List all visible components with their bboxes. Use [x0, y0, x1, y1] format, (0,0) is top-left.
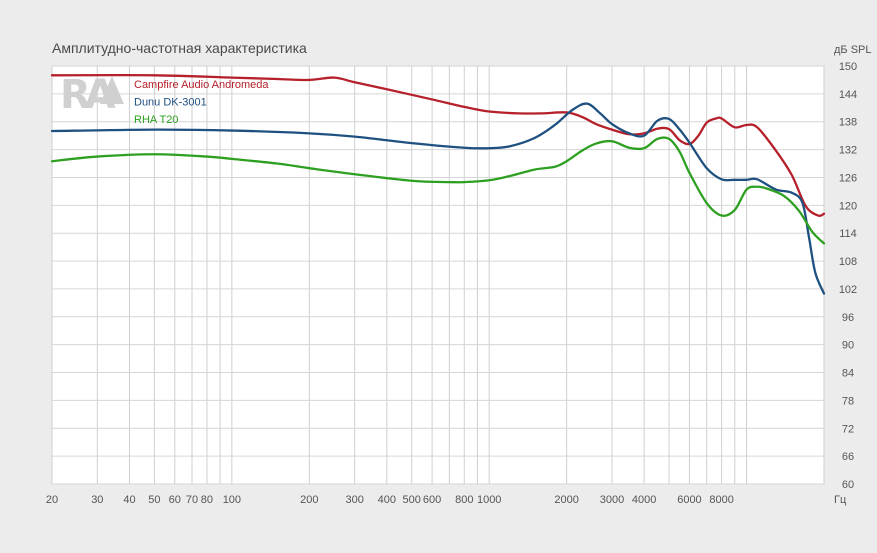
series-layer: [50, 73, 826, 295]
x-tick-label: 200: [300, 494, 318, 506]
x-tick-label: 3000: [600, 494, 624, 506]
y-tick-label: 120: [839, 200, 857, 212]
legend-entry-3: RHA T20: [134, 114, 178, 126]
y-tick-label: 114: [839, 228, 857, 240]
y-tick-label: 90: [842, 340, 854, 352]
axis-ticks: 20 30 40 50 60 70 80 100 200 300 400 500 600 800 1000 2…: [46, 61, 857, 506]
x-tick-label: 1000: [477, 494, 501, 506]
y-tick-label: 126: [839, 172, 857, 184]
x-tick-label: 20: [46, 494, 58, 506]
y-tick-label: 66: [842, 451, 854, 463]
plot-area: [51, 65, 825, 485]
y-tick-label: 132: [839, 145, 857, 157]
y-tick-label: 108: [839, 256, 857, 268]
x-tick-label: 80: [201, 494, 213, 506]
x-tick-label: 70: [186, 494, 198, 506]
x-tick-label: 400: [378, 494, 396, 506]
x-tick-label: 800: [455, 494, 473, 506]
y-tick-label: 102: [839, 284, 857, 296]
series-line-2: [50, 102, 826, 295]
y-tick-label: 60: [842, 479, 854, 491]
x-tick-label: 4000: [632, 494, 656, 506]
grid: [51, 65, 825, 485]
x-tick-label: 300: [345, 494, 363, 506]
y-tick-label: 138: [839, 117, 857, 129]
legend-entry-2: Dunu DK-3001: [134, 97, 207, 109]
series-line-3: [50, 136, 826, 245]
x-tick-label: 30: [91, 494, 103, 506]
y-tick-label: 96: [842, 312, 854, 324]
x-tick-label: 6000: [677, 494, 701, 506]
x-tick-label: 500: [403, 494, 421, 506]
chart-title: Амплитудно-частотная характеристика: [52, 40, 307, 56]
series-line-1: [50, 73, 826, 217]
y-tick-label: 72: [842, 423, 854, 435]
x-tick-label: 2000: [554, 494, 578, 506]
y-axis-unit-label: дБ SPL: [834, 44, 872, 56]
y-tick-label: 84: [842, 368, 854, 380]
x-tick-label: 50: [148, 494, 160, 506]
x-tick-label: 8000: [709, 494, 733, 506]
x-tick-label: 600: [423, 494, 441, 506]
legend-entry-1: Campfire Audio Andromeda: [134, 79, 269, 91]
legend: Campfire Audio Andromeda Dunu DK-3001 RHA …: [134, 79, 269, 126]
x-axis-unit-label: Гц: [834, 494, 847, 506]
rd-watermark-logo: RA: [60, 72, 124, 118]
y-tick-label: 78: [842, 395, 854, 407]
y-tick-label: 144: [839, 89, 857, 101]
y-tick-label: 150: [839, 61, 857, 73]
x-tick-label: 40: [123, 494, 135, 506]
x-tick-label: 100: [223, 494, 241, 506]
x-tick-label: 60: [169, 494, 181, 506]
